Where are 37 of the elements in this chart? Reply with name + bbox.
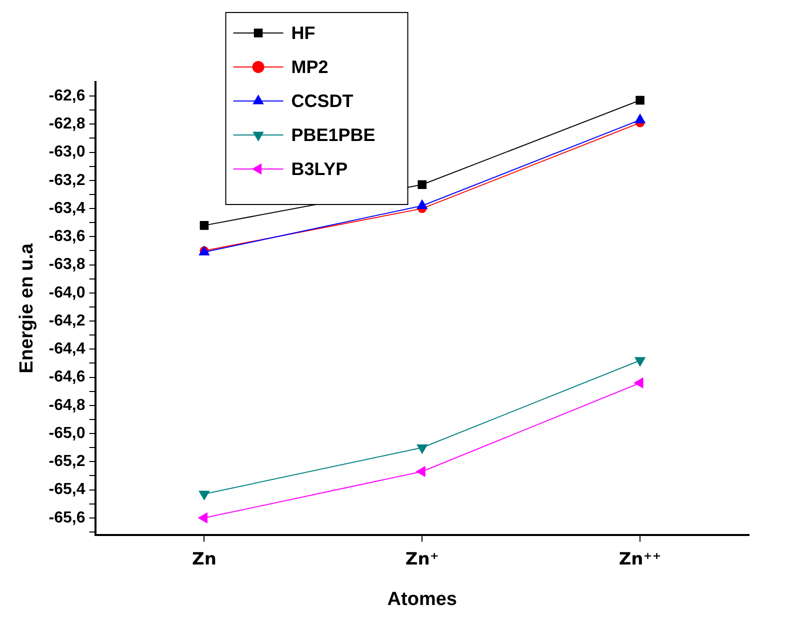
- legend-label: CCSDT: [291, 90, 354, 111]
- y-tick-label: -65,0: [48, 424, 86, 442]
- point: [418, 180, 427, 190]
- point: [416, 200, 428, 209]
- point: [634, 378, 644, 388]
- y-tick-label: -63,2: [48, 172, 86, 189]
- y-tick-label: -65,4: [48, 481, 86, 498]
- legend-label: B3LYP: [291, 158, 348, 179]
- point: [416, 444, 428, 454]
- y-tick-label: -64,8: [48, 396, 86, 414]
- x-axis-title: Atomes: [387, 588, 457, 610]
- point: [634, 114, 646, 124]
- point: [416, 466, 426, 477]
- point: [198, 512, 208, 524]
- point: [634, 357, 646, 366]
- y-tick-label: -64,0: [48, 284, 86, 302]
- y-tick-label: -63,0: [48, 144, 86, 161]
- legend-label: PBE1PBE: [291, 124, 376, 145]
- y-tick-label: -62,6: [48, 87, 86, 104]
- point: [200, 221, 209, 230]
- legend-label: MP2: [291, 56, 328, 77]
- point: [198, 490, 210, 500]
- y-tick-label: -65,2: [48, 453, 86, 470]
- legend-label: HF: [291, 22, 316, 43]
- y-axis-title: Energie en u.a: [16, 243, 38, 374]
- y-tick-label: -64,6: [48, 368, 86, 386]
- y-tick-label: -64,2: [48, 312, 86, 330]
- y-tick-label: -63,4: [48, 200, 86, 217]
- y-tick-label: -62,8: [48, 116, 86, 133]
- y-tick-label: -65,6: [48, 509, 86, 526]
- x-tick-label: Zn⁺⁺: [618, 549, 662, 570]
- point: [636, 96, 644, 105]
- y-tick-label: -63,6: [48, 228, 86, 246]
- y-tick-label: -63,8: [48, 256, 86, 274]
- x-tick-label: Zn: [192, 549, 216, 570]
- y-tick-label: -64,4: [48, 340, 86, 358]
- x-tick-label: Zn⁺: [405, 549, 439, 570]
